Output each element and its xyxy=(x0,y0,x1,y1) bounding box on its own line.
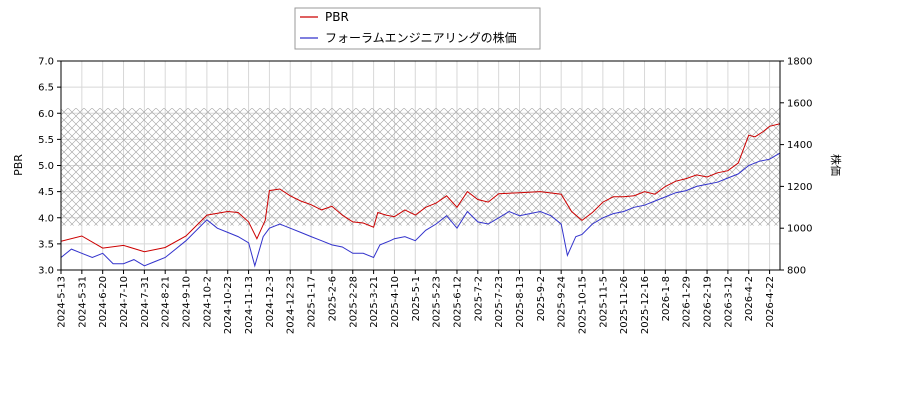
x-tick-label: 2025-2-28 xyxy=(348,276,359,328)
x-tick-label: 2025-11-5 xyxy=(598,276,609,328)
series-layer xyxy=(61,123,780,268)
y-left-tick-label: 4.0 xyxy=(38,213,54,224)
y-left-tick-label: 6.5 xyxy=(38,83,54,94)
x-tick-label: 2025-9-24 xyxy=(557,276,568,328)
series-line-pbr xyxy=(61,123,780,253)
hatched-band xyxy=(61,108,780,226)
x-tick-label: 2024-7-10 xyxy=(119,276,130,328)
y-right-label: 株価 xyxy=(829,154,843,176)
y-right-tick-label: 1600 xyxy=(787,98,812,109)
x-tick-label: 2024-11-13 xyxy=(244,276,255,334)
x-tick-label: 2024-12-3 xyxy=(265,276,276,328)
x-tick-label: 2025-2-6 xyxy=(327,276,338,321)
y-left-tick-label: 7.0 xyxy=(38,57,54,68)
legend-box xyxy=(294,7,541,50)
x-tick-label: 2024-12-23 xyxy=(286,276,297,334)
y-left-tick-label: 5.5 xyxy=(38,135,54,146)
x-tick-label: 2024-7-31 xyxy=(140,276,151,328)
y-right-tick-label: 1800 xyxy=(787,57,812,68)
x-tick-label: 2026-1-8 xyxy=(661,276,672,321)
y-right-tick-label: 1200 xyxy=(787,182,812,193)
x-tick-label: 2026-4-2 xyxy=(744,276,755,321)
y-right-tick-label: 800 xyxy=(787,266,806,277)
x-tick-label: 2025-1-17 xyxy=(307,276,318,328)
y-right-tick-label: 1000 xyxy=(787,224,812,235)
x-axis: 2024-5-13 2024-5-31 2024-6-20 2024-7-10 2024… xyxy=(57,270,776,334)
x-tick-label: 2025-3-21 xyxy=(369,276,380,328)
x-tick-label: 2025-11-26 xyxy=(619,276,630,334)
x-tick-label: 2025-12-16 xyxy=(640,276,651,334)
x-tick-label: 2025-8-13 xyxy=(515,276,526,328)
x-tick-label: 2025-7-2 xyxy=(473,276,484,321)
y-left-tick-label: 3.5 xyxy=(38,239,54,250)
x-tick-label: 2024-9-10 xyxy=(182,276,193,328)
x-tick-label: 2024-5-31 xyxy=(77,276,88,328)
left-axis: 3.0 3.5 4.0 4.5 5.0 5.5 6.0 6.5 7.0 xyxy=(38,57,61,277)
x-tick-label: 2024-8-21 xyxy=(161,276,172,328)
x-tick-label: 2024-6-20 xyxy=(98,276,109,328)
y-left-tick-label: 3.0 xyxy=(38,266,54,277)
y-left-label: PBR xyxy=(12,154,25,176)
legend: PBR フォーラムエンジニアリングの株価 xyxy=(294,7,541,50)
x-tick-label: 2025-6-12 xyxy=(452,276,463,328)
x-tick-label: 2026-1-29 xyxy=(682,276,693,328)
series-line-price xyxy=(61,152,780,268)
y-left-tick-label: 5.0 xyxy=(38,161,54,172)
x-tick-label: 2025-7-23 xyxy=(494,276,505,328)
x-tick-label: 2026-3-12 xyxy=(723,276,734,328)
y-left-tick-label: 6.0 xyxy=(38,109,54,120)
x-tick-label: 2026-2-19 xyxy=(703,276,714,328)
x-tick-label: 2025-5-23 xyxy=(432,276,443,328)
x-tick-label: 2025-5-1 xyxy=(411,276,422,321)
x-tick-label: 2025-9-2 xyxy=(536,276,547,321)
x-tick-label: 2024-10-23 xyxy=(223,276,234,334)
x-tick-label: 2024-10-2 xyxy=(202,276,213,328)
x-tick-label: 2025-10-15 xyxy=(578,276,589,334)
y-left-tick-label: 4.5 xyxy=(38,187,54,198)
y-right-tick-label: 1400 xyxy=(787,140,812,151)
x-tick-label: 2024-5-13 xyxy=(57,276,68,328)
legend-label-pbr: PBR xyxy=(325,10,349,24)
right-axis: 800 1000 1200 1400 1600 1800 xyxy=(780,57,812,277)
legend-label-price: フォーラムエンジニアリングの株価 xyxy=(325,30,517,45)
x-tick-label: 2025-4-10 xyxy=(390,276,401,328)
x-tick-label: 2026-4-22 xyxy=(765,276,776,328)
